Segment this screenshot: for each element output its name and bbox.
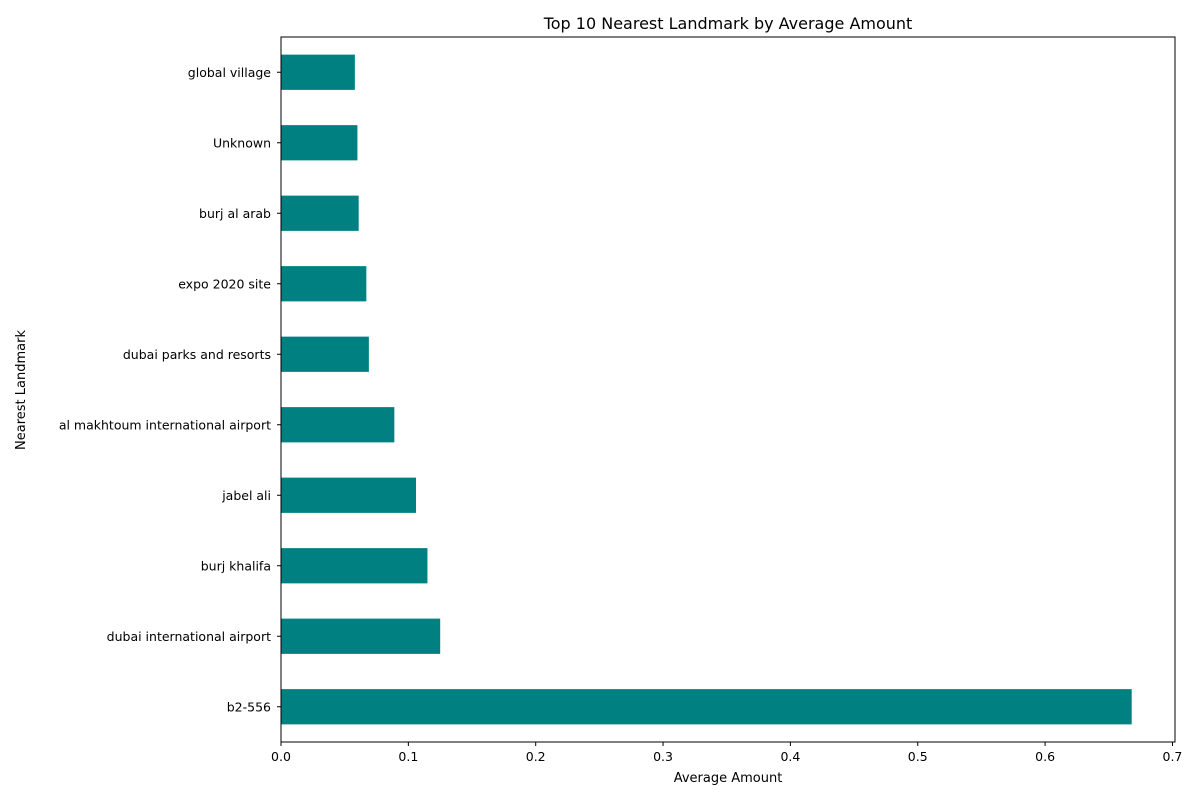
x-tick-label: 0.0	[271, 749, 291, 764]
bar	[281, 54, 355, 90]
y-tick-label: al makhtoum international airport	[59, 417, 271, 432]
y-tick-label: global village	[188, 65, 272, 80]
y-tick-label: jabel ali	[221, 488, 271, 503]
y-tick-label: dubai parks and resorts	[123, 347, 271, 362]
y-tick-label: expo 2020 site	[178, 276, 271, 291]
y-tick-label: burj al arab	[199, 206, 271, 221]
bar	[281, 125, 358, 161]
x-tick-label: 0.5	[908, 749, 928, 764]
x-tick-label: 0.7	[1163, 749, 1183, 764]
x-tick-label: 0.3	[653, 749, 673, 764]
bar	[281, 195, 359, 231]
bar	[281, 548, 428, 584]
bar	[281, 689, 1132, 725]
y-tick-label: b2-556	[227, 699, 271, 714]
bar	[281, 336, 369, 372]
x-tick-label: 0.4	[780, 749, 800, 764]
bar	[281, 407, 395, 443]
x-tick-label: 0.6	[1035, 749, 1055, 764]
bar	[281, 477, 416, 513]
chart-title: Top 10 Nearest Landmark by Average Amoun…	[543, 14, 913, 33]
plot-frame	[280, 36, 1176, 743]
bar	[281, 266, 367, 302]
x-tick-label: 0.1	[398, 749, 418, 764]
y-tick-label: Unknown	[213, 135, 271, 150]
bars-group	[281, 54, 1132, 725]
x-axis-label: Average Amount	[674, 771, 783, 786]
y-axis-label: Nearest Landmark	[14, 330, 29, 450]
y-tick-label: dubai international airport	[107, 629, 271, 644]
x-axis-ticks: 0.0 0.1 0.2 0.3 0.4 0.5 0.6 0.7	[271, 742, 1182, 764]
y-tick-label: burj khalifa	[201, 558, 271, 573]
x-tick-label: 0.2	[526, 749, 546, 764]
bar	[281, 618, 441, 654]
y-axis-ticks: b2-556 dubai international airport burj kh…	[59, 65, 281, 714]
